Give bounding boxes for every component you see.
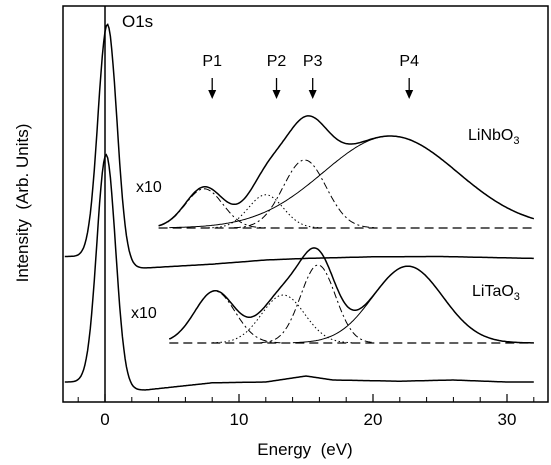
- x-axis-ticks: 0 10 20 30: [77, 394, 535, 429]
- magnified-spectrum-LiNbO3: [158, 115, 535, 227]
- x-tick-label: 20: [364, 410, 383, 429]
- sample-label-litao3: LiTaO3: [472, 283, 520, 303]
- sample-label-linbo3: LiNbO3: [468, 127, 519, 147]
- marker-arrow-head: [308, 90, 317, 99]
- peak-markers: P1 P2 P3 P4: [202, 53, 419, 99]
- x-tick-label: 10: [230, 410, 249, 429]
- survey-spectrum-LiTaO3: [64, 153, 534, 391]
- component-P4-LiTaO3: [292, 265, 522, 344]
- marker-label-P1: P1: [202, 53, 222, 70]
- plot-frame: [62, 5, 549, 403]
- marker-arrow-head: [405, 90, 414, 99]
- component-P4-LiNbO3: [169, 135, 534, 229]
- o1s-peak-label: O1s: [122, 12, 153, 31]
- magnified-spectrum-LiTaO3: [169, 247, 534, 344]
- component-P3-LiTaO3: [260, 264, 375, 344]
- component-P2-LiNbO3: [208, 194, 323, 229]
- marker-arrow-head: [272, 90, 281, 99]
- marker-label-P3: P3: [303, 53, 323, 70]
- x-tick-label: 0: [100, 410, 109, 429]
- component-P1-LiNbO3: [158, 188, 266, 229]
- marker-arrow-head: [208, 90, 217, 99]
- component-P1-LiTaO3: [169, 290, 281, 344]
- component-P2-LiTaO3: [212, 294, 354, 344]
- x-axis-label: Energy (eV): [257, 440, 352, 459]
- marker-label-P4: P4: [399, 53, 419, 70]
- y-axis-label: Intensity (Arb. Units): [13, 124, 32, 283]
- component-P3-LiNbO3: [233, 159, 375, 229]
- survey-spectrum-LiNbO3: [64, 23, 534, 269]
- magnification-label-linbo3: x10: [136, 179, 162, 196]
- marker-label-P2: P2: [267, 53, 287, 70]
- spectra-curves: [64, 23, 535, 391]
- x-tick-label: 30: [498, 410, 517, 429]
- magnification-label-litao3: x10: [131, 305, 157, 322]
